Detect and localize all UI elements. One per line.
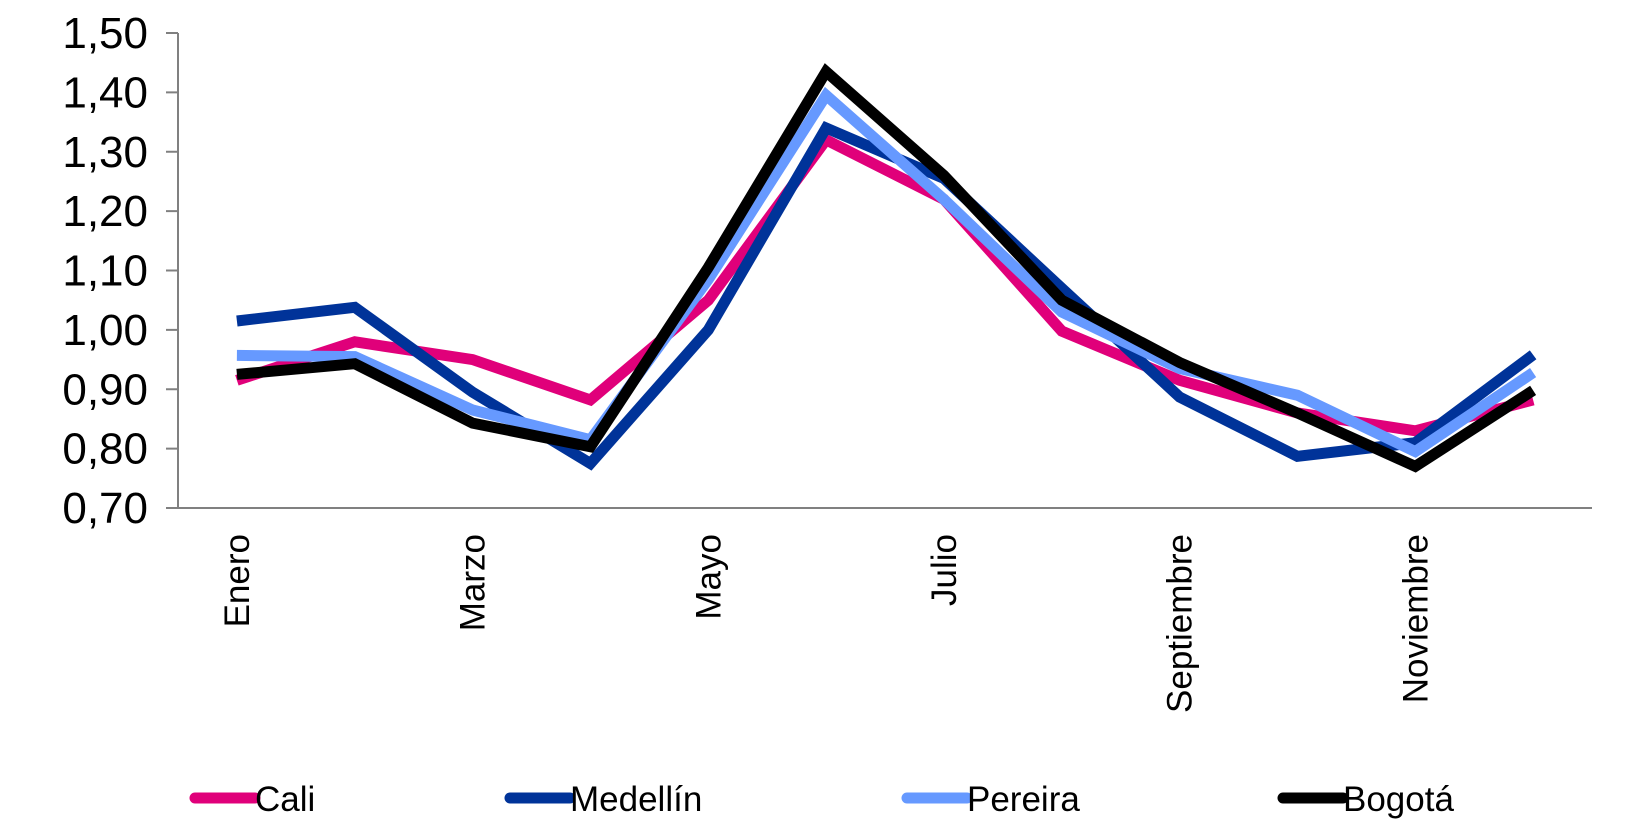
- y-tick-label: 1,50: [62, 9, 148, 58]
- y-tick-label: 1,00: [62, 306, 148, 355]
- x-tick-label: Noviembre: [1396, 534, 1435, 703]
- y-tick-label: 0,90: [62, 365, 148, 414]
- series-lines: [235, 63, 1537, 473]
- legend: Cali Medellín Pereira Bogotá: [189, 780, 1454, 819]
- x-tick-label: Julio: [925, 534, 964, 606]
- x-tick-label: Enero: [218, 534, 257, 627]
- y-tick-label: 1,40: [62, 68, 148, 117]
- legend-label: Bogotá: [1343, 780, 1454, 819]
- y-tick-label: 0,80: [62, 425, 148, 474]
- series-line-pereira: [236, 86, 1537, 458]
- y-tick-label: 1,20: [62, 187, 148, 236]
- legend-label: Pereira: [967, 780, 1080, 819]
- x-tick-labels: Enero Marzo Mayo Julio Septiembre Noviembre: [218, 534, 1435, 713]
- x-tick-label: Septiembre: [1161, 534, 1200, 713]
- y-tick-label: 1,10: [62, 247, 148, 296]
- legend-label: Medellín: [570, 780, 702, 819]
- legend-label: Cali: [255, 780, 315, 819]
- y-tick-label: 1,30: [62, 128, 148, 177]
- x-tick-label: Marzo: [454, 534, 493, 631]
- x-tick-label: Mayo: [689, 534, 728, 620]
- y-ticks: 0,70 0,80 0,90 1,00 1,10 1,20 1,30 1,40 1,50: [62, 9, 178, 533]
- series-line-bogota: [236, 63, 1537, 473]
- y-tick-label: 0,70: [62, 484, 148, 533]
